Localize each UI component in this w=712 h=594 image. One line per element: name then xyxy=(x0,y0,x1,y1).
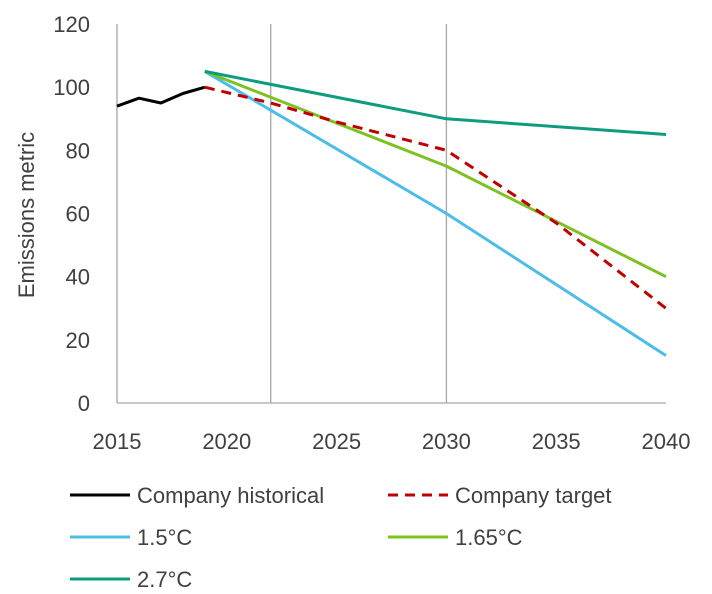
series-line-company-historical xyxy=(116,85,206,108)
series-line-1-5c xyxy=(204,70,667,357)
legend-label-company-target: Company target xyxy=(455,483,612,508)
y-tick-label: 120 xyxy=(53,12,90,37)
y-tick-labels: 0 20 40 60 80 100 120 xyxy=(53,12,90,416)
x-tick-label: 2040 xyxy=(642,429,691,454)
legend-label-1-5c: 1.5°C xyxy=(137,525,192,550)
legend-label-1-65c: 1.65°C xyxy=(455,525,523,550)
y-tick-label: 100 xyxy=(53,75,90,100)
reference-lines xyxy=(270,24,448,403)
series-line-2-7c xyxy=(204,69,667,136)
y-tick-label: 40 xyxy=(66,265,90,290)
series-layer xyxy=(116,69,667,357)
y-tick-label: 80 xyxy=(66,138,90,163)
axes xyxy=(116,24,666,404)
y-tick-label: 0 xyxy=(78,391,90,416)
y-tick-label: 20 xyxy=(66,328,90,353)
x-tick-labels: 2015 2020 2025 2030 2035 2040 xyxy=(93,429,691,454)
series-line-company-target xyxy=(204,85,667,310)
legend: Company historical Company target 1.5°C 1.6… xyxy=(70,483,612,592)
series-line-1-65c xyxy=(204,70,667,279)
x-tick-label: 2035 xyxy=(532,429,581,454)
legend-label-company-historical: Company historical xyxy=(137,483,324,508)
x-tick-label: 2030 xyxy=(422,429,471,454)
x-tick-label: 2015 xyxy=(93,429,142,454)
y-axis-label: Emissions metric xyxy=(14,132,39,298)
x-tick-label: 2020 xyxy=(202,429,251,454)
legend-label-2-7c: 2.7°C xyxy=(137,567,192,592)
x-tick-label: 2025 xyxy=(312,429,361,454)
y-tick-label: 60 xyxy=(66,202,90,227)
